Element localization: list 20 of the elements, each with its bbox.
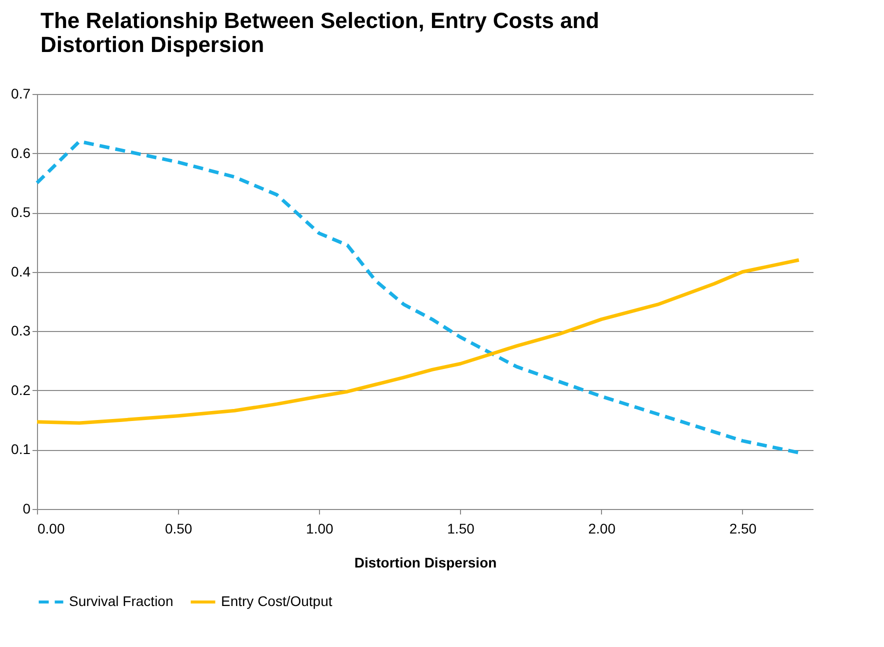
chart-title: The Relationship Between Selection, Entry Costs and Distortion Dispersion: [40, 8, 600, 57]
y-tick-label: 0.3: [11, 322, 31, 339]
x-tick-label: 0.50: [164, 520, 192, 536]
x-tick-label: 2.50: [729, 520, 757, 536]
y-tick-label: 0.2: [11, 382, 31, 398]
y-tick-label: 0: [22, 500, 31, 516]
x-tick-label: 0.00: [38, 520, 65, 536]
line-series: [35, 140, 801, 454]
y-tick-label: 0.6: [11, 144, 31, 161]
line-series: [35, 258, 801, 425]
x-tick-label: 1.00: [306, 520, 334, 536]
x-tick-label: 1.50: [447, 520, 475, 536]
y-tick-label: 0.5: [11, 204, 31, 220]
x-axis-title: Distortion Dispersion: [354, 554, 497, 570]
y-tick-label: 0.1: [11, 441, 31, 458]
y-tick-label: 0.4: [11, 263, 31, 280]
legend-label: Entry Cost/Output: [221, 593, 332, 609]
x-tick-label: 2.00: [588, 520, 616, 536]
legend-label: Survival Fraction: [69, 593, 174, 609]
y-tick-label: 0.7: [11, 86, 31, 102]
